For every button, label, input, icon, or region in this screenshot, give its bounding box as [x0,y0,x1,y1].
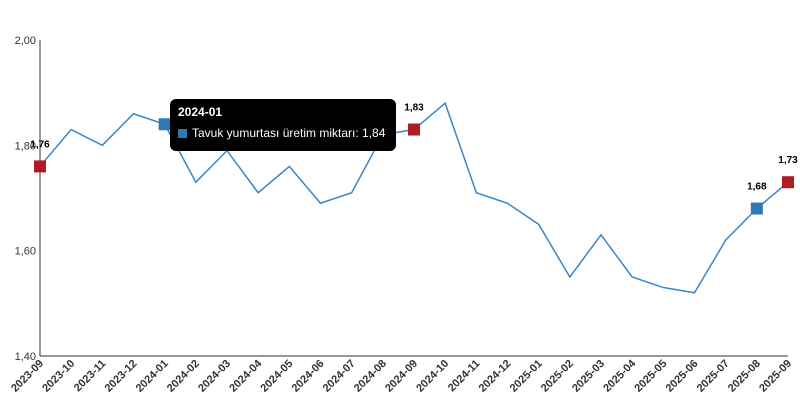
chart-tooltip: 2024-01 Tavuk yumurtası üretim miktarı: … [170,99,396,151]
x-tick-label: 2023-10 [40,358,77,395]
x-tick-label: 2024-10 [414,358,451,395]
data-marker[interactable] [750,202,763,215]
x-tick-label: 2024-03 [196,358,233,395]
y-tick-label: 2,00 [15,35,36,47]
x-tick-label: 2025-03 [570,358,607,395]
data-label: 1,73 [778,155,798,166]
x-axis: 2023-092023-102023-112023-122024-012024-… [9,355,794,395]
x-tick-label: 2024-08 [352,358,389,395]
x-tick-label: 2025-04 [601,357,639,395]
x-tick-label: 2023-12 [103,358,140,395]
x-tick-label: 2025-06 [664,358,701,395]
tooltip-title: 2024-01 [178,105,223,119]
x-tick-label: 2025-09 [757,358,794,395]
x-tick-label: 2023-09 [9,358,46,395]
tooltip-row: Tavuk yumurtası üretim miktarı: 1,84 [178,126,388,140]
x-tick-label: 2024-09 [383,358,420,395]
x-tick-label: 2024-11 [446,358,483,395]
data-marker[interactable] [782,176,794,189]
y-tick-label: 1,80 [15,140,36,152]
x-tick-label: 2025-01 [508,358,545,395]
data-label: 1,68 [747,182,767,193]
data-marker[interactable] [408,123,420,136]
data-label: 1,76 [30,139,50,150]
data-marker[interactable] [34,160,46,173]
x-tick-label: 2024-06 [290,358,327,395]
data-marker[interactable] [158,118,171,131]
x-tick-label: 2025-07 [695,358,732,395]
x-tick-label: 2023-11 [72,358,109,395]
x-tick-label: 2025-05 [632,358,669,395]
x-tick-label: 2024-04 [227,357,265,395]
x-tick-label: 2024-05 [258,358,295,395]
y-axis: 1,40 1,60 1,80 2,00 [15,35,41,363]
x-tick-label: 2024-07 [321,358,358,395]
tooltip-value-text: Tavuk yumurtası üretim miktarı: 1,84 [192,126,386,140]
x-tick-label: 2024-01 [134,358,171,395]
data-label-group: 1,76 1,83 1,68 1,73 [30,103,798,193]
data-label: 1,83 [404,103,424,114]
x-tick-label: 2024-02 [165,358,202,395]
y-tick-label: 1,60 [15,246,36,258]
x-tick-label: 2025-02 [539,358,576,395]
marker-group [34,118,794,215]
tooltip-series-swatch [178,128,187,138]
x-tick-label: 2025-08 [726,358,763,395]
x-tick-label: 2024-12 [477,358,514,395]
y-tick-label: 1,40 [15,351,36,363]
